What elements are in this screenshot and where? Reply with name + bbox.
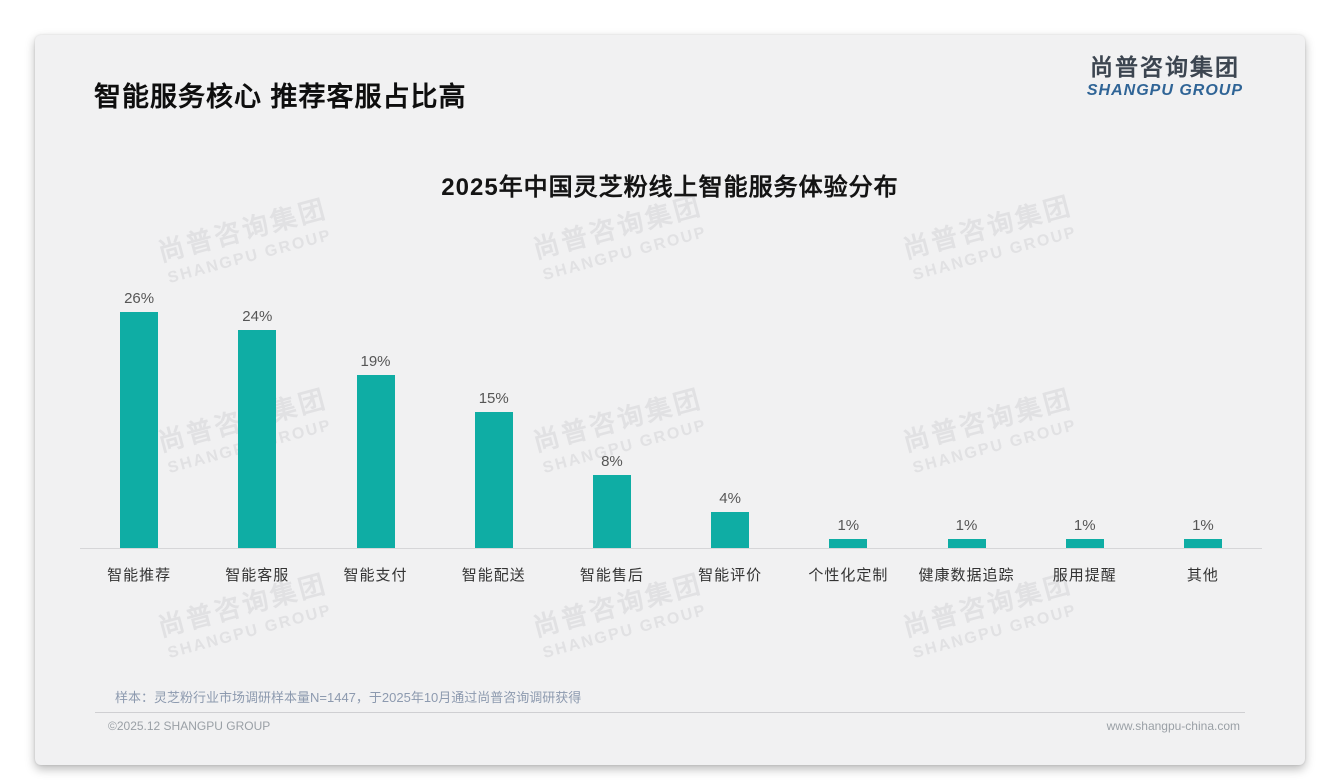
- bar-group: 1%: [789, 279, 907, 548]
- bar-value-label: 1%: [1192, 517, 1214, 534]
- x-axis-label: 其他: [1186, 567, 1219, 584]
- bar-value-label: 1%: [1073, 517, 1096, 534]
- bar-value-label: 19%: [360, 353, 391, 370]
- watermark-en: SHANGPU GROUP: [541, 601, 709, 662]
- bar-group: 24%: [198, 279, 316, 548]
- bar: [1183, 539, 1222, 548]
- bar-group: 15%: [435, 279, 553, 548]
- bar-group: 1%: [1144, 279, 1262, 548]
- bar-group: 1%: [1026, 279, 1144, 548]
- page-title: 智能服务核心 推荐客服占比高: [94, 82, 467, 112]
- x-axis-label: 健康数据追踪: [918, 567, 1015, 584]
- bar: [238, 330, 277, 548]
- bar-group: 1%: [907, 279, 1025, 548]
- bar-group: 4%: [671, 279, 789, 548]
- bar-value-label: 8%: [601, 453, 623, 470]
- report-slide: 尚普咨询集团 SHANGPU GROUP 尚普咨询集团 SHANGPU GROU…: [35, 35, 1305, 765]
- bar-chart-plot: 26% 24% 19% 15% 8% 4% 1% 1%: [80, 279, 1262, 549]
- x-axis-labels: 智能推荐 智能客服 智能支付 智能配送 智能售后 智能评价 个性化定制 健康数据…: [80, 564, 1262, 585]
- x-axis-label: 智能推荐: [107, 567, 172, 584]
- bar: [947, 539, 986, 548]
- bar: [1065, 539, 1104, 548]
- footer-website: www.shangpu-china.com: [1106, 719, 1240, 733]
- logo-cn-text: 尚普咨询集团: [1089, 54, 1240, 80]
- bar: [120, 312, 159, 548]
- bar-value-label: 4%: [719, 490, 741, 507]
- watermark-en: SHANGPU GROUP: [911, 601, 1079, 662]
- company-logo: 尚普咨询集团 SHANGPU GROUP: [1086, 54, 1243, 100]
- x-axis-label: 智能配送: [461, 567, 526, 584]
- bar: [474, 412, 513, 548]
- logo-en-text: SHANGPU GROUP: [1086, 82, 1243, 100]
- bar-value-label: 1%: [955, 517, 978, 534]
- bar-value-label: 1%: [837, 517, 860, 534]
- bar: [592, 475, 631, 548]
- bar: [356, 375, 395, 548]
- sample-note: 样本：灵芝粉行业市场调研样本量N=1447，于2025年10月通过尚普咨询调研获…: [115, 690, 582, 705]
- bar-group: 19%: [316, 279, 434, 548]
- x-axis-label: 智能评价: [698, 567, 763, 584]
- chart-title: 2025年中国灵芝粉线上智能服务体验分布: [441, 174, 899, 201]
- x-axis-label: 个性化定制: [808, 567, 889, 584]
- bar-value-label: 26%: [124, 290, 155, 307]
- bar: [711, 512, 750, 548]
- x-axis-label: 服用提醒: [1052, 567, 1117, 584]
- x-axis-label: 智能支付: [343, 567, 408, 584]
- bar: [829, 539, 868, 548]
- watermark-en: SHANGPU GROUP: [166, 601, 334, 662]
- bar-group: 26%: [80, 279, 198, 548]
- footer-divider: [95, 712, 1245, 713]
- bar-value-label: 24%: [242, 308, 273, 325]
- x-axis-label: 智能售后: [579, 567, 644, 584]
- x-axis-label: 智能客服: [225, 567, 290, 584]
- footer-copyright: ©2025.12 SHANGPU GROUP: [108, 719, 271, 733]
- bar-value-label: 15%: [478, 390, 509, 407]
- bar-group: 8%: [553, 279, 671, 548]
